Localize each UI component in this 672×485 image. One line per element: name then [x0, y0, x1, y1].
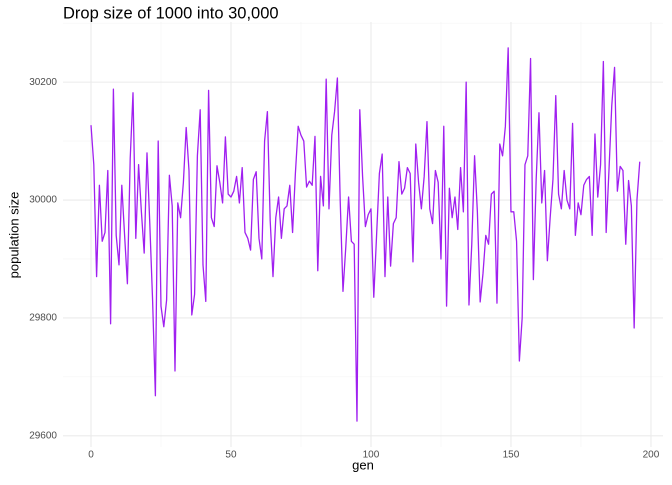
x-tick-label: 100 — [363, 450, 380, 461]
y-tick-label: 30200 — [29, 77, 57, 88]
y-axis-title: population size — [6, 192, 21, 279]
x-tick-label: 200 — [643, 450, 660, 461]
y-tick-label: 29600 — [29, 430, 57, 441]
y-tick-label: 29800 — [29, 313, 57, 324]
chart-title: Drop size of 1000 into 30,000 — [63, 4, 279, 22]
x-axis-title: gen — [352, 457, 374, 472]
y-tick-label: 30000 — [29, 195, 57, 206]
x-tick-label: 0 — [88, 450, 94, 461]
x-tick-label: 150 — [503, 450, 520, 461]
data-line — [90, 47, 641, 422]
x-tick-label: 50 — [225, 450, 237, 461]
